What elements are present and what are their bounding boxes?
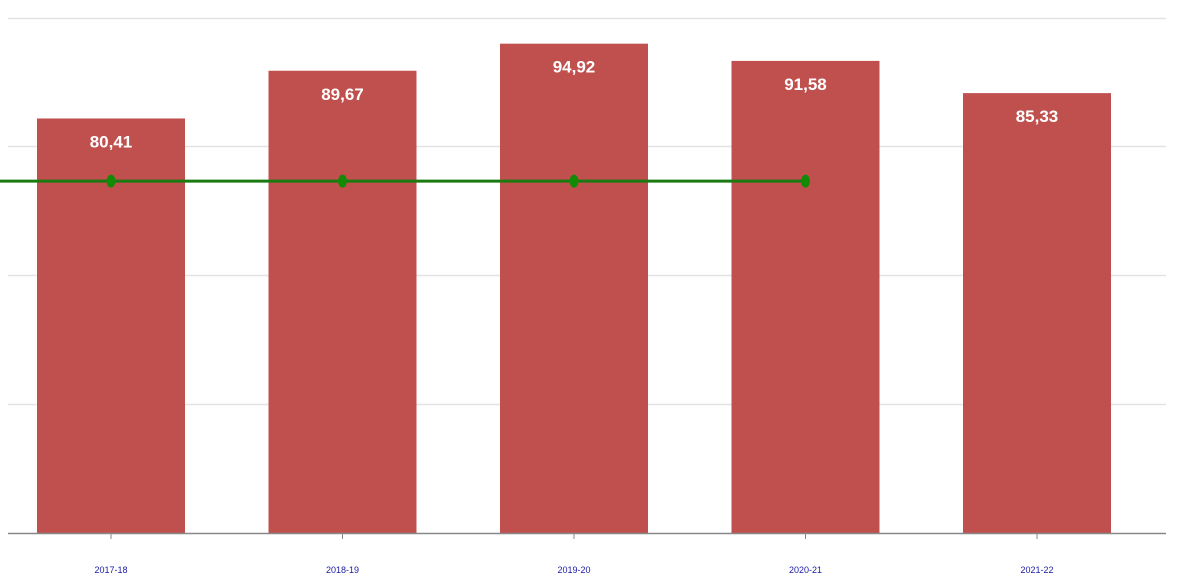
x-tick-label: 2020-21 (789, 565, 822, 575)
reference-line-group (0, 174, 810, 188)
reference-point (569, 174, 579, 188)
reference-point (106, 174, 116, 188)
bar-value-label: 94,92 (553, 58, 596, 77)
bar (963, 93, 1111, 534)
bar (731, 60, 880, 534)
bar-value-labels: 80,41 89,67 94,92 91,58 85,33 (90, 58, 1059, 152)
bar-value-label: 85,33 (1016, 107, 1059, 126)
reference-point (338, 174, 347, 188)
x-tick-label: 2021-22 (1020, 565, 1053, 575)
x-tick-label: 2018-19 (326, 565, 359, 575)
bar (500, 43, 648, 533)
bar-value-label: 89,67 (321, 85, 364, 104)
reference-point (801, 174, 810, 188)
x-tick-labels: 2017-18 2018-19 2019-20 2020-21 2021-22 (94, 533, 1054, 575)
x-tick-label: 2017-18 (94, 565, 127, 575)
x-tick-label: 2019-20 (557, 565, 590, 575)
bar (268, 70, 417, 533)
bar-value-label: 80,41 (90, 132, 133, 151)
bars (37, 43, 1111, 534)
bar-value-label: 91,58 (784, 75, 827, 94)
